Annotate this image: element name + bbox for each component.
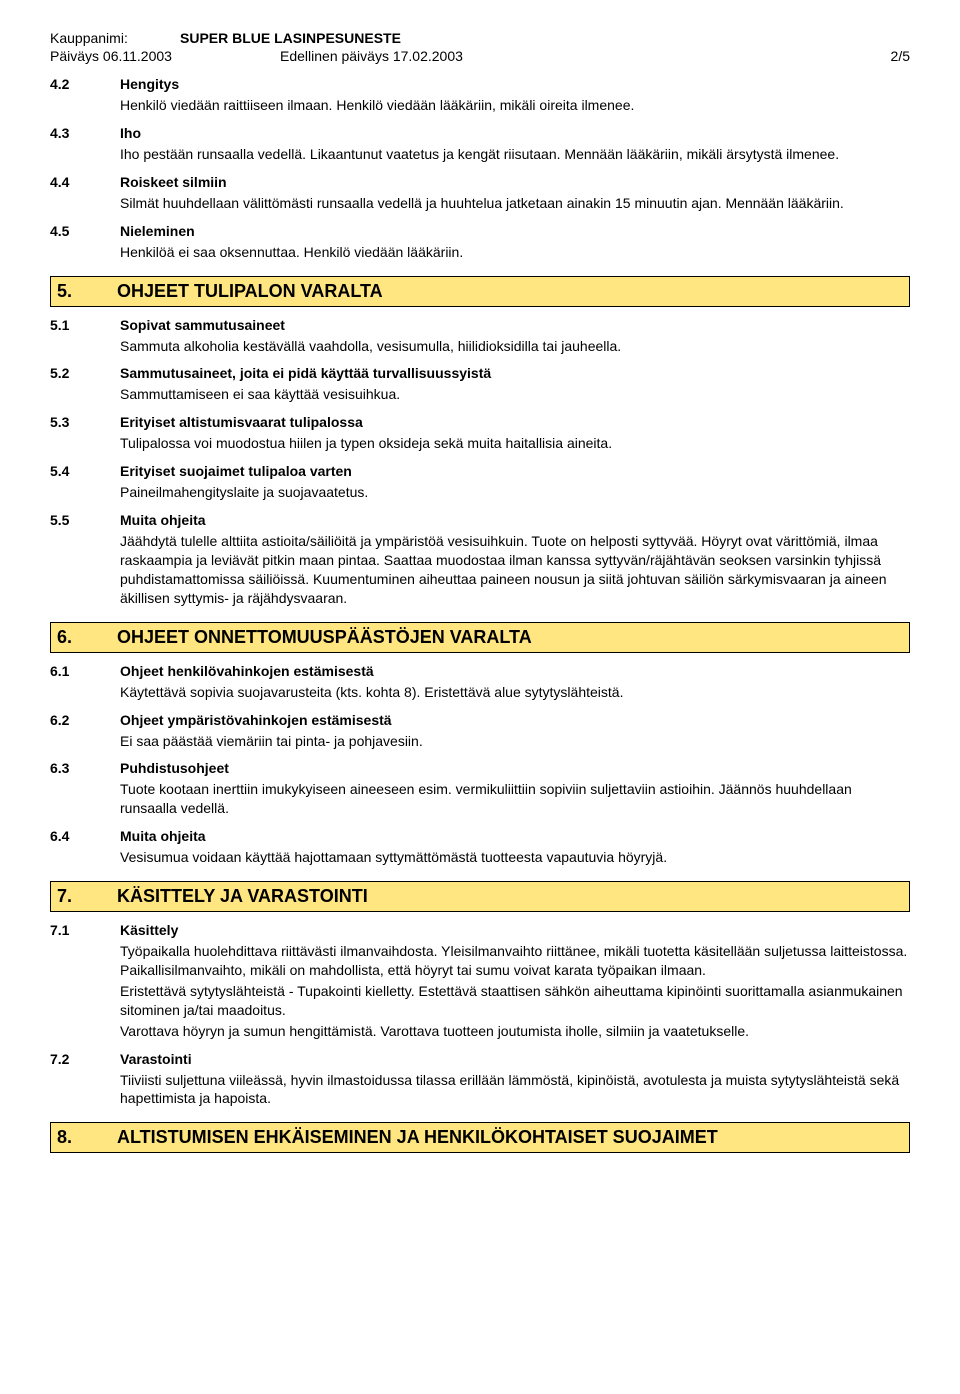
- edellinen-paivays: Edellinen päiväys 17.02.2003: [280, 48, 870, 64]
- header-date-row: Päiväys 06.11.2003 Edellinen päiväys 17.…: [50, 48, 910, 64]
- row-6-1: 6.1 Ohjeet henkilövahinkojen estämisestä: [50, 663, 910, 679]
- body-5-3: Tulipalossa voi muodostua hiilen ja type…: [120, 434, 910, 453]
- title-6-3: Puhdistusohjeet: [120, 760, 910, 776]
- body-6-4: Vesisumua voidaan käyttää hajottamaan sy…: [120, 848, 910, 867]
- num-5-1: 5.1: [50, 317, 120, 333]
- body-4-2: Henkilö viedään raittiiseen ilmaan. Henk…: [120, 96, 910, 115]
- title-5-2: Sammutusaineet, joita ei pidä käyttää tu…: [120, 365, 910, 381]
- section-8-num: 8.: [57, 1127, 117, 1148]
- row-6-2: 6.2 Ohjeet ympäristövahinkojen estämises…: [50, 712, 910, 728]
- body-5-4: Paineilmahengityslaite ja suojavaatetus.: [120, 483, 910, 502]
- section-5-num: 5.: [57, 281, 117, 302]
- section-7-num: 7.: [57, 886, 117, 907]
- section-7-title: KÄSITTELY JA VARASTOINTI: [117, 886, 903, 907]
- num-4-3: 4.3: [50, 125, 120, 141]
- num-6-1: 6.1: [50, 663, 120, 679]
- paivays: Päiväys 06.11.2003: [50, 48, 280, 64]
- num-5-4: 5.4: [50, 463, 120, 479]
- body-6-2: Ei saa päästää viemäriin tai pinta- ja p…: [120, 732, 910, 751]
- title-4-5: Nieleminen: [120, 223, 910, 239]
- row-4-5: 4.5 Nieleminen: [50, 223, 910, 239]
- label-kauppanimi: Kauppanimi:: [50, 30, 180, 46]
- section-6-header: 6. OHJEET ONNETTOMUUSPÄÄSTÖJEN VARALTA: [50, 622, 910, 653]
- row-5-2: 5.2 Sammutusaineet, joita ei pidä käyttä…: [50, 365, 910, 381]
- title-4-4: Roiskeet silmiin: [120, 174, 910, 190]
- section-6-num: 6.: [57, 627, 117, 648]
- num-4-5: 4.5: [50, 223, 120, 239]
- num-6-2: 6.2: [50, 712, 120, 728]
- title-4-2: Hengitys: [120, 76, 910, 92]
- row-5-5: 5.5 Muita ohjeita: [50, 512, 910, 528]
- num-7-2: 7.2: [50, 1051, 120, 1067]
- section-8-title: ALTISTUMISEN EHKÄISEMINEN JA HENKILÖKOHT…: [117, 1127, 903, 1148]
- row-4-4: 4.4 Roiskeet silmiin: [50, 174, 910, 190]
- row-6-4: 6.4 Muita ohjeita: [50, 828, 910, 844]
- title-4-3: Iho: [120, 125, 910, 141]
- title-5-3: Erityiset altistumisvaarat tulipalossa: [120, 414, 910, 430]
- num-5-5: 5.5: [50, 512, 120, 528]
- section-5-header: 5. OHJEET TULIPALON VARALTA: [50, 276, 910, 307]
- num-7-1: 7.1: [50, 922, 120, 938]
- num-4-4: 4.4: [50, 174, 120, 190]
- row-5-4: 5.4 Erityiset suojaimet tulipaloa varten: [50, 463, 910, 479]
- body-7-1b: Eristettävä sytytyslähteistä - Tupakoint…: [120, 982, 910, 1020]
- title-6-4: Muita ohjeita: [120, 828, 910, 844]
- section-7-header: 7. KÄSITTELY JA VARASTOINTI: [50, 881, 910, 912]
- body-4-5: Henkilöä ei saa oksennuttaa. Henkilö vie…: [120, 243, 910, 262]
- body-4-3: Iho pestään runsaalla vedellä. Likaantun…: [120, 145, 910, 164]
- title-5-1: Sopivat sammutusaineet: [120, 317, 910, 333]
- row-6-3: 6.3 Puhdistusohjeet: [50, 760, 910, 776]
- body-6-3: Tuote kootaan inerttiin imukykyiseen ain…: [120, 780, 910, 818]
- row-7-2: 7.2 Varastointi: [50, 1051, 910, 1067]
- body-4-4: Silmät huuhdellaan välittömästi runsaall…: [120, 194, 910, 213]
- body-7-2: Tiiviisti suljettuna viileässä, hyvin il…: [120, 1071, 910, 1109]
- header-kauppanimi-row: Kauppanimi: SUPER BLUE LASINPESUNESTE: [50, 30, 910, 46]
- title-5-5: Muita ohjeita: [120, 512, 910, 528]
- page-number: 2/5: [870, 48, 910, 64]
- body-5-2: Sammuttamiseen ei saa käyttää vesisuihku…: [120, 385, 910, 404]
- num-5-3: 5.3: [50, 414, 120, 430]
- section-8-header: 8. ALTISTUMISEN EHKÄISEMINEN JA HENKILÖK…: [50, 1122, 910, 1153]
- num-6-4: 6.4: [50, 828, 120, 844]
- num-6-3: 6.3: [50, 760, 120, 776]
- row-5-1: 5.1 Sopivat sammutusaineet: [50, 317, 910, 333]
- title-5-4: Erityiset suojaimet tulipaloa varten: [120, 463, 910, 479]
- title-7-2: Varastointi: [120, 1051, 910, 1067]
- row-5-3: 5.3 Erityiset altistumisvaarat tulipalos…: [50, 414, 910, 430]
- body-5-1: Sammuta alkoholia kestävällä vaahdolla, …: [120, 337, 910, 356]
- num-5-2: 5.2: [50, 365, 120, 381]
- num-4-2: 4.2: [50, 76, 120, 92]
- body-6-1: Käytettävä sopivia suojavarusteita (kts.…: [120, 683, 910, 702]
- body-5-5: Jäähdytä tulelle alttiita astioita/säili…: [120, 532, 910, 608]
- row-7-1: 7.1 Käsittely: [50, 922, 910, 938]
- row-4-2: 4.2 Hengitys: [50, 76, 910, 92]
- section-5-title: OHJEET TULIPALON VARALTA: [117, 281, 903, 302]
- body-7-1c: Varottava höyryn ja sumun hengittämistä.…: [120, 1022, 910, 1041]
- body-7-1a: Työpaikalla huolehdittava riittävästi il…: [120, 942, 910, 980]
- section-6-title: OHJEET ONNETTOMUUSPÄÄSTÖJEN VARALTA: [117, 627, 903, 648]
- value-kauppanimi: SUPER BLUE LASINPESUNESTE: [180, 30, 401, 46]
- title-6-1: Ohjeet henkilövahinkojen estämisestä: [120, 663, 910, 679]
- title-6-2: Ohjeet ympäristövahinkojen estämisestä: [120, 712, 910, 728]
- row-4-3: 4.3 Iho: [50, 125, 910, 141]
- title-7-1: Käsittely: [120, 922, 910, 938]
